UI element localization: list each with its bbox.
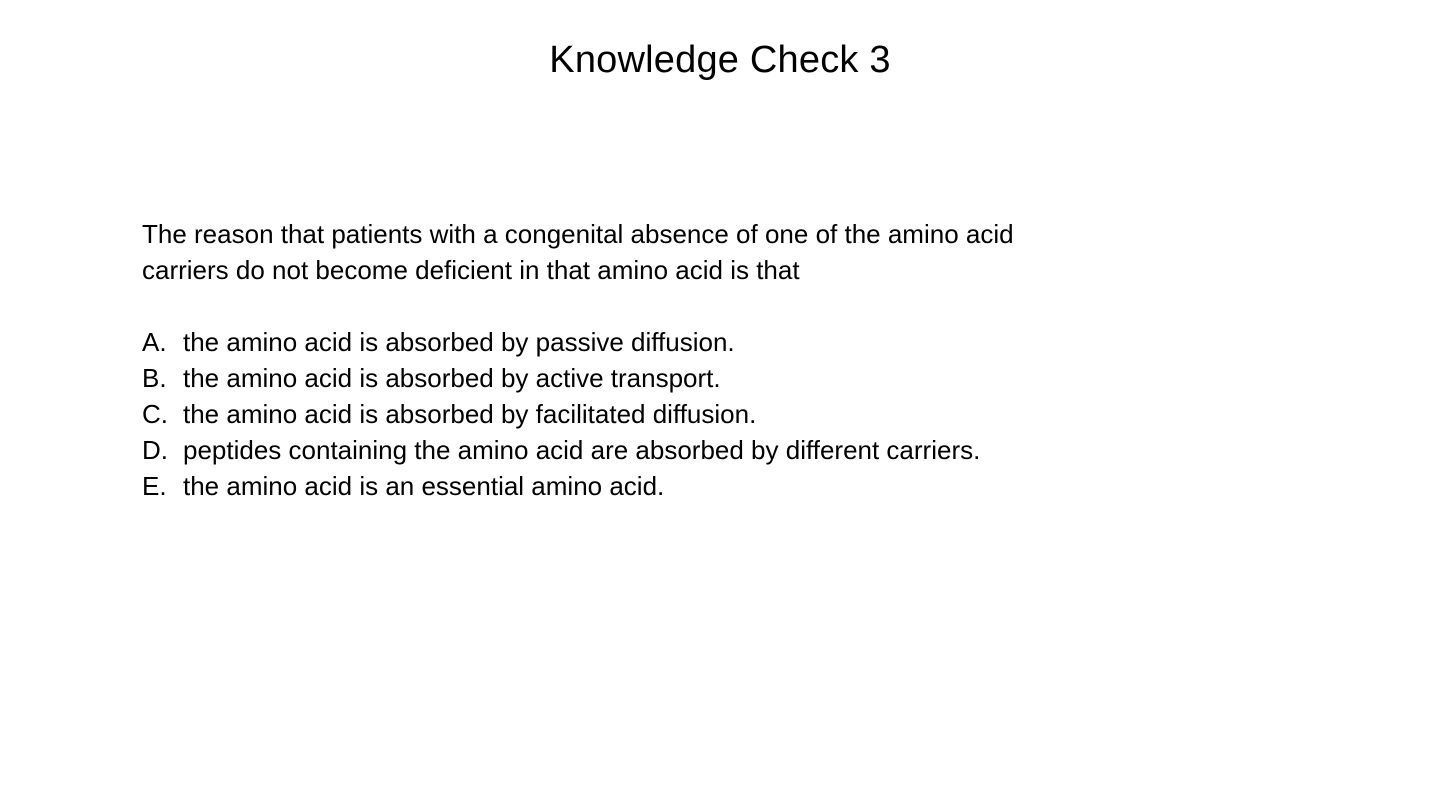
answer-option-a: A. the amino acid is absorbed by passive… xyxy=(142,324,1142,360)
option-letter: E. xyxy=(142,471,167,501)
option-letter: D. xyxy=(142,435,168,465)
answer-option-c: C. the amino acid is absorbed by facilit… xyxy=(142,396,1142,432)
answer-option-d: D. peptides containing the amino acid ar… xyxy=(142,432,1142,468)
option-letter: A. xyxy=(142,327,167,357)
option-text: the amino acid is absorbed by active tra… xyxy=(183,363,721,393)
option-text: the amino acid is an essential amino aci… xyxy=(183,471,665,501)
answer-option-b: B. the amino acid is absorbed by active … xyxy=(142,360,1142,396)
slide-title: Knowledge Check 3 xyxy=(549,39,891,81)
option-text: the amino acid is absorbed by passive di… xyxy=(183,327,735,357)
option-letter: B. xyxy=(142,363,167,393)
option-text: peptides containing the amino acid are a… xyxy=(183,435,981,465)
option-letter: C. xyxy=(142,399,168,429)
question-text: The reason that patients with a congenit… xyxy=(142,219,1014,285)
option-text: the amino acid is absorbed by facilitate… xyxy=(183,399,757,429)
answer-options-list: A. the amino acid is absorbed by passive… xyxy=(142,324,1142,504)
answer-option-e: E. the amino acid is an essential amino … xyxy=(142,468,1142,504)
